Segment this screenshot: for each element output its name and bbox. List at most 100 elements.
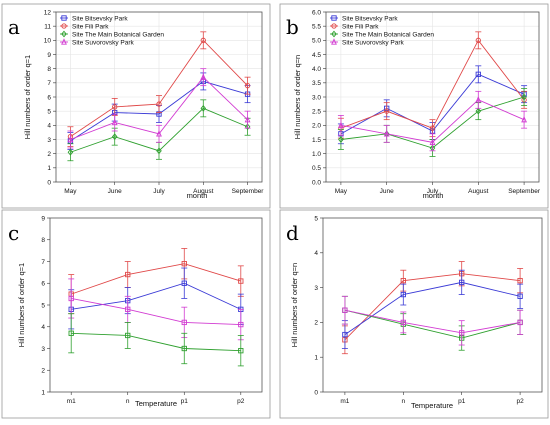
data-point [400,277,406,284]
x-tick-label: n [401,398,405,405]
x-tick-label: m1 [340,398,349,405]
legend-entry: Site The Main Botanical Garden [342,31,434,38]
chart-panel-b: 0.0 0.5 1.0 1.5 2.0 2.5 3.0 3.5 4.0 4.5 5.0 5.5 6.0 M… [279,3,549,209]
data-point [244,115,251,123]
data-point [181,280,187,286]
x-tick-label: June [380,188,394,195]
legend-swatch-marker [331,30,337,38]
legend-entry: Site Suvorovsky Park [72,39,135,46]
x-tick-label: May [335,188,348,195]
data-point [475,107,482,115]
data-point [68,295,74,302]
data-point [338,136,344,143]
data-point [125,332,131,339]
data-point [156,147,162,155]
series-line [71,332,241,352]
legend-swatch-marker [61,15,67,21]
data-point [67,135,74,143]
x-tick-label: August [193,188,213,195]
data-point [244,83,251,89]
y-tick-label: 3.5 [312,80,321,87]
x-tick-label: May [64,188,77,195]
legend-swatch-marker [61,38,67,45]
chart-panel-d: 0 1 2 3 4 5 m1 n p1 p2 Temperature Hill numbers of … [279,209,549,419]
panel-frame [279,209,549,419]
y-tick-label: 11 [44,23,51,30]
data-point [342,331,348,338]
y-tick-label: 7 [47,80,51,87]
series-line [344,309,521,334]
y-tick-label: 7 [41,259,45,266]
data-point [125,271,131,278]
panel-letter: b [286,15,299,39]
data-point [181,345,187,352]
data-point [517,319,523,326]
data-point [156,101,162,107]
y-tick-label: 2.5 [312,108,321,115]
chart-panel-c: 1 2 3 4 5 6 7 8 9 m1 n p1 p2 Temperature Hill numbers … [1,209,271,419]
panel-frame [1,209,271,419]
y-tick-label: 2 [41,368,45,375]
series-3 [337,90,528,152]
y-axis-label: Hill numbers of order q=n [290,263,299,347]
y-tick-label: 1 [41,389,45,396]
y-tick-label: 12 [44,9,52,16]
x-tick-label: September [232,188,265,195]
x-tick-label: n [126,398,130,405]
series-3 [68,313,244,367]
data-point [459,330,465,336]
y-tick-label: 1.5 [312,137,321,144]
y-tick-label: 2 [47,151,51,158]
data-point [383,130,390,137]
x-tick-label: September [508,188,541,195]
y-tick-label: 3 [314,285,318,292]
y-tick-label: 5.5 [312,23,321,30]
y-tick-label: 0.5 [312,165,321,172]
data-point [429,138,436,145]
y-tick-label: 4 [314,250,318,257]
data-point [238,278,244,284]
y-tick-label: 9 [41,215,45,222]
data-point [521,115,527,123]
series-line [71,263,241,295]
data-point [200,73,207,80]
y-tick-label: 8 [41,237,45,244]
legend-swatch-marker [331,38,337,45]
data-point [400,319,406,326]
y-axis-label: Hill numbers of order q=1 [17,263,26,347]
data-point [200,104,207,112]
data-point [238,348,244,354]
y-tick-label: 9 [47,52,51,59]
x-tick-label: p2 [516,398,524,405]
data-point [238,321,244,328]
y-tick-label: 6.0 [312,9,321,16]
data-point [67,148,74,156]
series-3 [67,68,251,149]
panel-frame [279,3,549,209]
plot-area [322,217,543,393]
y-tick-label: 5 [41,302,45,309]
data-point [111,118,118,126]
x-tick-label: p1 [181,398,189,405]
series-line [71,298,241,326]
y-tick-label: 4 [41,324,45,331]
legend-swatch-marker [331,15,337,21]
legend-swatch-marker [61,23,67,29]
x-axis-label: Temperature [135,399,177,408]
y-tick-label: 0.0 [312,179,321,186]
y-tick-label: 8 [47,66,51,73]
y-tick-label: 6 [47,94,51,101]
x-tick-label: p1 [458,398,466,405]
x-tick-label: June [108,188,122,195]
x-tick-label: July [427,188,439,195]
y-tick-label: 3.0 [312,94,321,101]
y-tick-label: 6 [41,281,45,288]
x-tick-label: July [153,188,165,195]
data-point [342,307,348,313]
x-tick-label: m1 [67,398,76,405]
x-axis-label: month [187,191,208,200]
